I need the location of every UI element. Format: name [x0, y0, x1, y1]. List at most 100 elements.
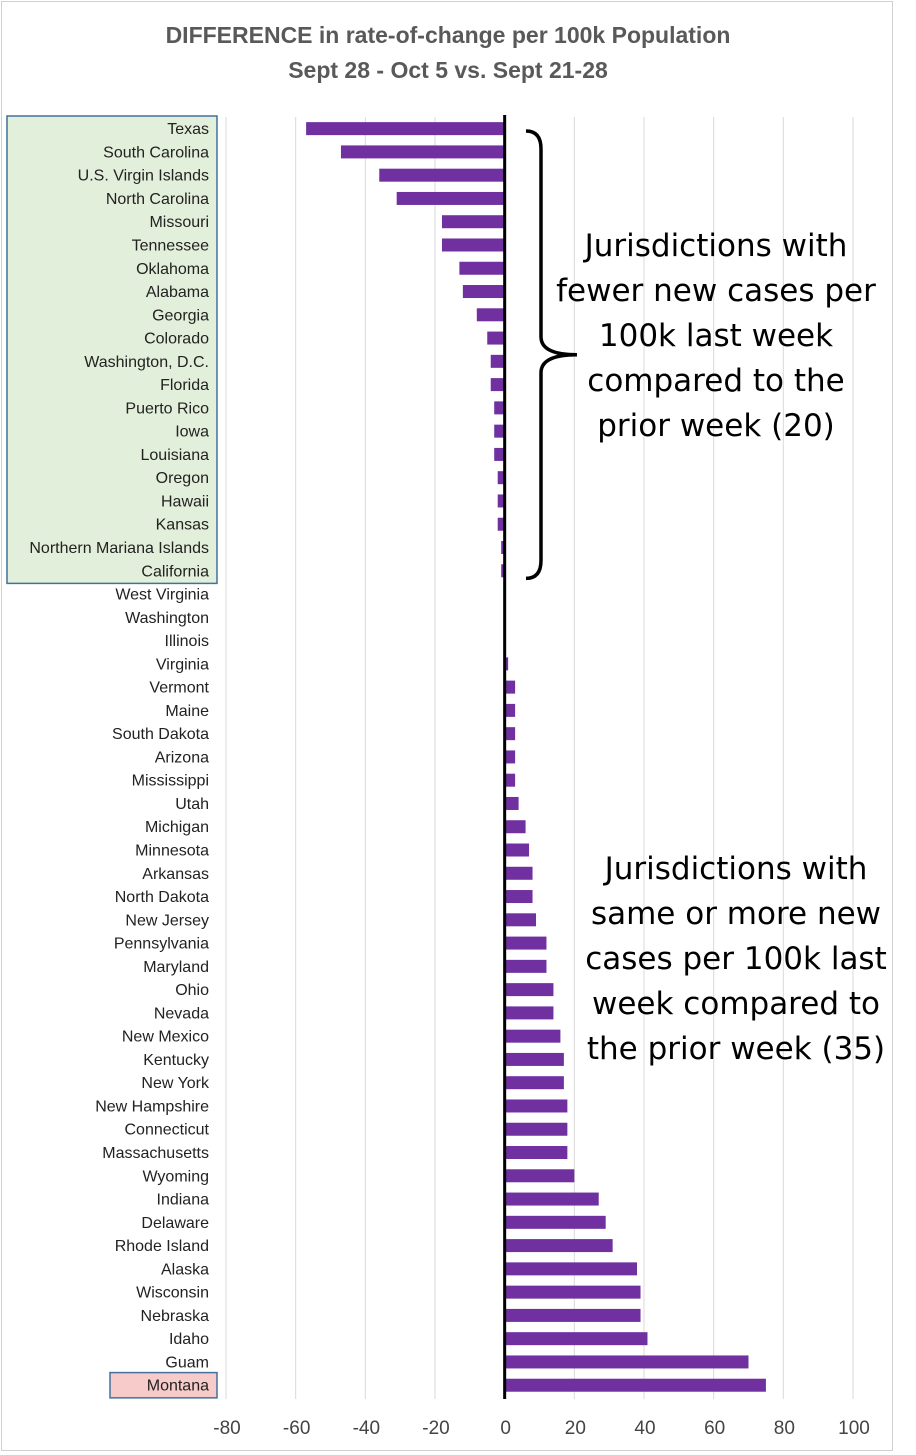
- bar-montana: [504, 1378, 766, 1392]
- bar-northern-mariana-islands: [501, 540, 505, 554]
- x-tick-label: 20: [565, 1418, 586, 1439]
- bar-new-hampshire: [504, 1099, 568, 1113]
- bar-texas: [306, 122, 505, 136]
- bar-missouri: [441, 215, 505, 229]
- category-label: New Jersey: [125, 912, 209, 929]
- category-label: Indiana: [157, 1192, 210, 1209]
- x-tick-label: 80: [774, 1418, 795, 1439]
- category-label: Oregon: [156, 470, 209, 487]
- category-label: Minnesota: [135, 843, 209, 860]
- x-tick-label: -20: [422, 1418, 449, 1439]
- category-label: Alaska: [161, 1261, 209, 1278]
- annotation-line: compared to the: [587, 363, 844, 399]
- category-label: Arkansas: [142, 866, 209, 883]
- bar-idaho: [504, 1332, 648, 1346]
- bar-pennsylvania: [504, 936, 547, 950]
- category-label: Rhode Island: [115, 1238, 209, 1255]
- annotation-line: 100k last week: [599, 318, 833, 354]
- bar-minnesota: [504, 843, 530, 857]
- category-label: Louisiana: [141, 447, 210, 464]
- bar-north-carolina: [396, 191, 505, 205]
- bar-indiana: [504, 1192, 599, 1206]
- chart-title: DIFFERENCE in rate-of-change per 100k Po…: [165, 22, 731, 48]
- bar-michigan: [504, 820, 526, 834]
- bar-wisconsin: [504, 1285, 641, 1299]
- bar-washington-d-c: [490, 354, 505, 368]
- category-label: Ohio: [175, 982, 209, 999]
- category-label: Washington, D.C.: [84, 354, 209, 371]
- category-label: Iowa: [175, 424, 209, 441]
- chart-title-block: DIFFERENCE in rate-of-change per 100k Po…: [0, 18, 896, 88]
- bar-ohio: [504, 983, 554, 997]
- bar-new-mexico: [504, 1029, 561, 1043]
- category-label: West Virginia: [115, 587, 209, 604]
- annotations: Jurisdictions with fewer new cases per 100…: [556, 228, 887, 1067]
- bar-massachusetts: [504, 1146, 568, 1160]
- category-label: Florida: [160, 377, 209, 394]
- category-label: Vermont: [149, 680, 209, 697]
- category-label: North Dakota: [115, 889, 209, 906]
- bar-georgia: [476, 308, 505, 322]
- category-label: Guam: [165, 1354, 209, 1371]
- category-label: Kentucky: [143, 1052, 209, 1069]
- category-label: U.S. Virgin Islands: [78, 168, 209, 185]
- bar-new-jersey: [504, 913, 537, 927]
- category-label: Mississippi: [132, 773, 209, 790]
- category-label: North Carolina: [106, 191, 209, 208]
- bar-tennessee: [441, 238, 505, 252]
- bar-south-carolina: [340, 145, 505, 159]
- bar-kansas: [497, 517, 505, 531]
- bar-south-dakota: [504, 727, 516, 741]
- bar-puerto-rico: [494, 401, 505, 415]
- category-label: Kansas: [156, 517, 209, 534]
- bar-california: [501, 564, 505, 578]
- category-label: New York: [141, 1075, 210, 1092]
- category-label: Missouri: [149, 214, 209, 231]
- annotation-line: Jurisdictions with: [583, 228, 848, 264]
- bar-mississippi: [504, 773, 516, 787]
- annotation-fewer-cases: Jurisdictions with fewer new cases per 100…: [556, 228, 876, 444]
- category-label: Utah: [175, 796, 209, 813]
- category-label: Nebraska: [141, 1308, 210, 1325]
- category-label: Maine: [165, 703, 209, 720]
- bar-virginia: [504, 657, 509, 671]
- bar-alaska: [504, 1262, 638, 1276]
- category-label: Northern Mariana Islands: [29, 540, 209, 557]
- bar-iowa: [494, 424, 505, 438]
- annotation-line: the prior week (35): [587, 1031, 885, 1067]
- category-label: Virginia: [156, 656, 209, 673]
- bar-utah: [504, 796, 519, 810]
- category-label: Massachusetts: [102, 1145, 209, 1162]
- annotation-line: week compared to: [592, 986, 880, 1022]
- highlight-box-top: [109, 1371, 218, 1399]
- bar-oklahoma: [459, 261, 505, 275]
- annotation-line: fewer new cases per: [556, 273, 876, 309]
- x-tick-label: 60: [704, 1418, 725, 1439]
- category-label: Wisconsin: [136, 1285, 209, 1302]
- category-label: Illinois: [165, 633, 209, 650]
- gridlines: [225, 117, 854, 1399]
- x-tick-label: -60: [283, 1418, 310, 1439]
- x-tick-labels: -80 -60 -40 -20 0 20 40 60 80 100: [213, 1418, 870, 1439]
- highlight-layer: [6, 115, 218, 1399]
- bar-oregon: [497, 471, 505, 485]
- category-label: Delaware: [141, 1215, 209, 1232]
- bar-hawaii: [497, 494, 505, 508]
- bar-maryland: [504, 959, 547, 973]
- annotation-line: cases per 100k last: [585, 941, 887, 977]
- category-label: Michigan: [145, 819, 209, 836]
- bar-maine: [504, 703, 516, 717]
- chart-subtitle: Sept 28 - Oct 5 vs. Sept 21-28: [288, 57, 608, 83]
- category-label: Nevada: [154, 1005, 209, 1022]
- bar-new-york: [504, 1076, 564, 1090]
- bar-chart: Texas South Carolina U.S. Virgin Islands No…: [6, 115, 887, 1439]
- bar-arizona: [504, 750, 516, 764]
- bar-guam: [504, 1355, 749, 1369]
- x-tick-label: 0: [500, 1418, 511, 1439]
- bar-connecticut: [504, 1122, 568, 1136]
- category-label: Oklahoma: [136, 261, 209, 278]
- bar-rhode-island: [504, 1239, 613, 1253]
- category-label: Puerto Rico: [125, 400, 209, 417]
- bar-delaware: [504, 1215, 606, 1229]
- curly-brace: [525, 129, 578, 581]
